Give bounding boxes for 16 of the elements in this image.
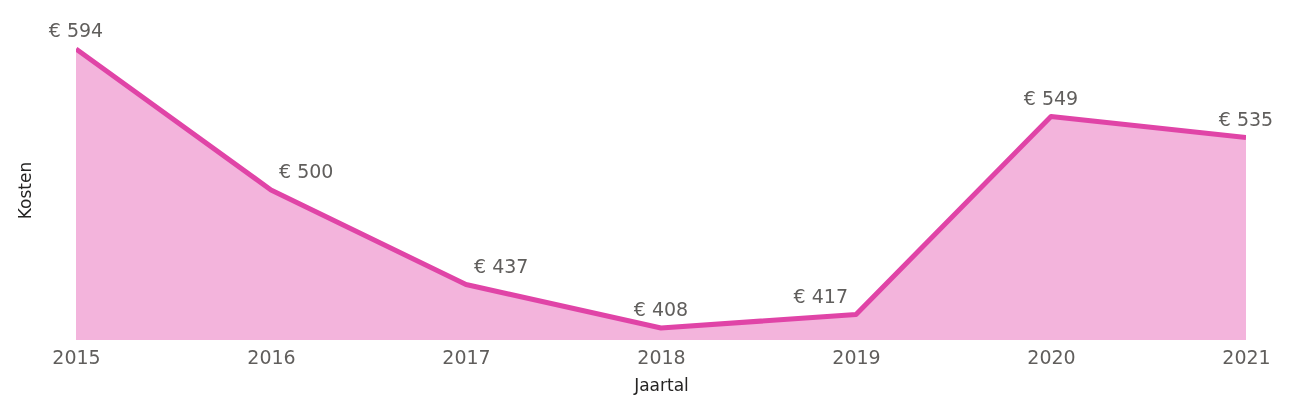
x-tick-label: 2015 bbox=[52, 345, 101, 368]
y-axis-title: Kosten bbox=[14, 161, 35, 220]
x-tick-label: 2017 bbox=[442, 345, 491, 368]
x-tick-label: 2021 bbox=[1222, 345, 1271, 368]
data-label: € 417 bbox=[793, 284, 848, 307]
data-label: € 535 bbox=[1218, 107, 1274, 130]
x-tick-label: 2019 bbox=[832, 345, 881, 368]
data-label: € 437 bbox=[474, 254, 529, 277]
x-tick-label: 2016 bbox=[247, 345, 296, 368]
data-label: € 549 bbox=[1023, 86, 1079, 109]
x-tick-label: 2018 bbox=[637, 345, 686, 368]
data-label: € 500 bbox=[279, 160, 334, 182]
data-label: € 594 bbox=[48, 19, 104, 41]
x-tick-label: 2020 bbox=[1027, 345, 1076, 368]
x-axis-title: Jaartal bbox=[633, 374, 689, 395]
data-label: € 408 bbox=[633, 298, 689, 320]
